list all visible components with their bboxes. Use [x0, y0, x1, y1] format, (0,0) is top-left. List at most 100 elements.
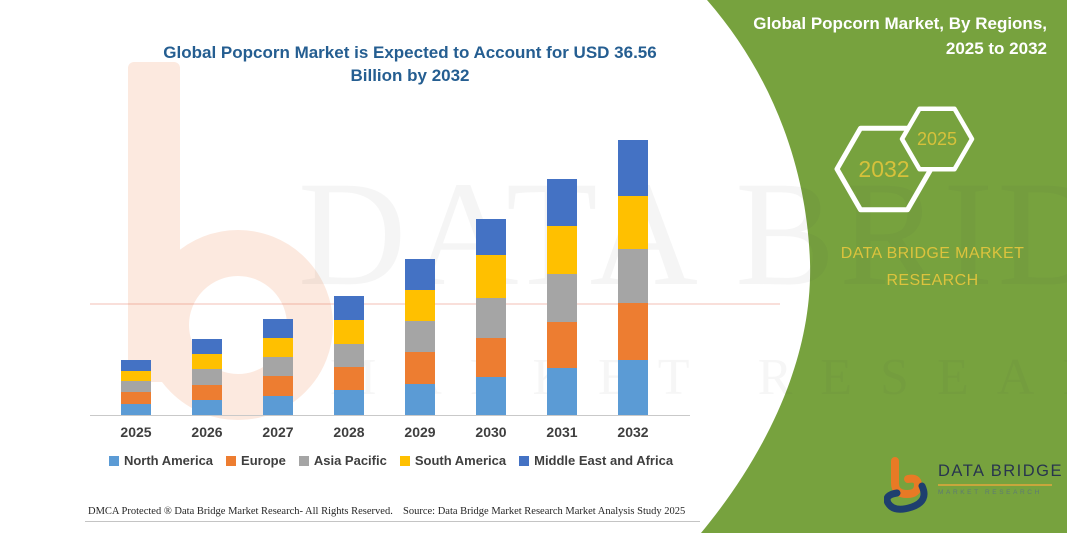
bar-segment [405, 351, 435, 384]
bar-segment [263, 376, 293, 396]
stacked-bar-2032 [618, 140, 648, 416]
legend-item-europe: Europe [226, 453, 286, 468]
bar-segment [334, 366, 364, 391]
watermark-underline [90, 303, 780, 305]
x-axis-label: 2027 [262, 424, 294, 440]
bar-segment [192, 339, 222, 355]
bar-segment [121, 380, 151, 392]
bar-segment [121, 370, 151, 381]
x-axis-label: 2025 [120, 424, 152, 440]
dbmr-logo-b-icon [884, 457, 928, 513]
stacked-bar-2029 [405, 259, 435, 416]
x-axis-label: 2032 [617, 424, 649, 440]
legend-label: Europe [241, 453, 286, 468]
logo-subtitle: MARKET RESEARCH [938, 489, 1042, 496]
logo-orange-b [891, 457, 923, 499]
bar-segment [476, 376, 506, 416]
bar-segment [334, 296, 364, 321]
logo-underline [938, 484, 1052, 486]
x-axis-label: 2029 [404, 424, 436, 440]
stacked-bar-2025 [121, 359, 151, 416]
bar-segment [334, 390, 364, 416]
legend-marker-icon [226, 455, 237, 466]
brand-name-line1: DATA BRIDGE MARKET [840, 245, 1025, 262]
legend-label: Asia Pacific [313, 453, 387, 468]
bar-segment [263, 319, 293, 339]
footer-divider [85, 521, 700, 522]
dbmr-logo: DATA BRIDGE MARKET RESEARCH [884, 456, 1063, 516]
legend-label: South America [414, 453, 507, 468]
stacked-bar-2027 [263, 319, 293, 416]
watermark-text-secondary: MARKET RESEARCH [330, 349, 1067, 406]
x-axis-label: 2031 [546, 424, 578, 440]
x-axis-label: 2026 [191, 424, 223, 440]
bar-segment [476, 218, 506, 256]
stacked-bar-2028 [334, 296, 364, 416]
bar-segment [618, 359, 648, 416]
legend-marker-icon [298, 455, 309, 466]
legend-item-north-america: North America [108, 453, 214, 468]
panel-title: Global Popcorn Market, By Regions, 2025 … [753, 14, 1047, 58]
bar-segment [263, 396, 293, 416]
logo-text-block: DATA BRIDGE MARKET RESEARCH [938, 456, 1063, 496]
stacked-bar-2030 [476, 218, 506, 416]
logo-navy-swoosh [884, 482, 928, 513]
bar-segment [618, 140, 648, 196]
hexagon-year-back: 2032 [858, 156, 909, 182]
watermark-logo-b-icon [128, 62, 333, 420]
bar-segment [547, 368, 577, 416]
x-axis-label: 2028 [333, 424, 365, 440]
bar-segment [192, 384, 222, 400]
bar-segment [121, 392, 151, 404]
bar-segment [334, 343, 364, 367]
watermark-b-bowl [143, 230, 333, 420]
bar-segment [618, 248, 648, 304]
legend-item-south-america: South America [399, 453, 507, 468]
bar-segment [405, 259, 435, 290]
hexagon-2025-outline-icon [899, 106, 975, 172]
bar-segment [618, 195, 648, 249]
legend-label: North America [123, 453, 214, 468]
bar-segment [547, 321, 577, 369]
chart-title: Global Popcorn Market is Expected to Acc… [163, 43, 657, 85]
legend-label: Middle East and Africa [534, 453, 674, 468]
bar-segment [547, 178, 577, 227]
bar-chart-plot [85, 110, 700, 416]
legend-marker-icon [108, 455, 119, 466]
logo-title: DATA BRIDGE [938, 462, 1063, 480]
legend-item-middle-east-and-africa: Middle East and Africa [519, 453, 673, 468]
bar-segment [547, 274, 577, 322]
bar-segment [405, 289, 435, 321]
brand-name: DATA BRIDGE MARKET RESEARCH [835, 240, 1030, 294]
bar-segment [476, 255, 506, 299]
bar-segment [405, 320, 435, 352]
bar-segment [405, 383, 435, 416]
bar-segment [192, 354, 222, 370]
bar-segment [192, 400, 222, 416]
bar-segment [263, 338, 293, 357]
legend-marker-icon [399, 455, 410, 466]
bar-segment [476, 298, 506, 339]
copyright-text: DMCA Protected ® Data Bridge Market Rese… [88, 506, 393, 517]
source-text: Source: Data Bridge Market Research Mark… [403, 506, 686, 517]
bar-segment [334, 320, 364, 344]
bar-segment [121, 359, 151, 371]
brand-name-line2: RESEARCH [886, 272, 979, 289]
x-axis-label: 2030 [475, 424, 507, 440]
bar-segment [263, 356, 293, 377]
legend-marker-icon [519, 455, 530, 466]
hexagon-year-front: 2025 [917, 129, 957, 149]
bar-segment [547, 226, 577, 275]
bar-segment [192, 369, 222, 385]
legend-item-asia-pacific: Asia Pacific [298, 453, 387, 468]
green-panel-shape [701, 0, 1067, 533]
stacked-bar-2026 [192, 339, 222, 416]
bar-segment [121, 404, 151, 416]
x-axis-labels: 2025 2026 2027 2028 2029 2030 2031 2032 [85, 424, 700, 444]
chart-legend: North America Europe Asia Pacific South Ame… [85, 453, 697, 468]
bar-segment [476, 338, 506, 377]
stacked-bar-2031 [547, 178, 577, 416]
